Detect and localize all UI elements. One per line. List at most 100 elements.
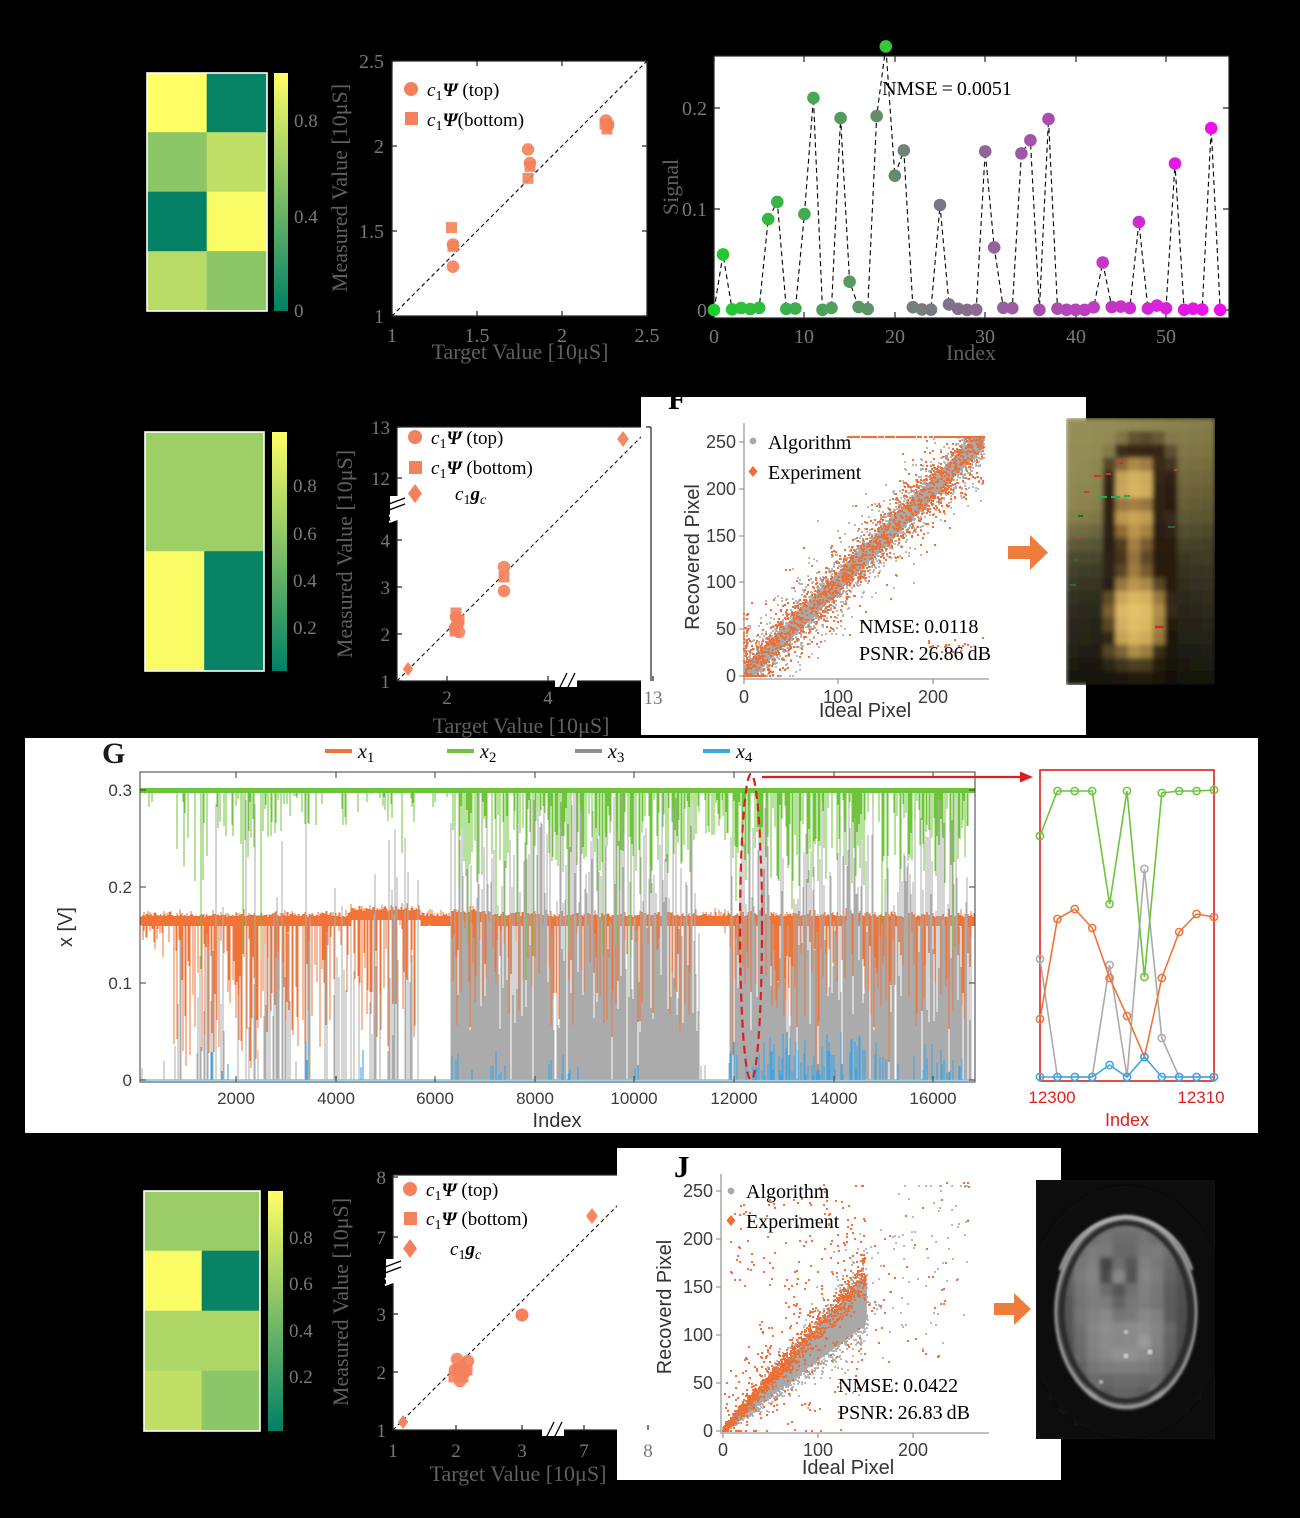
svg-text:c1Ψ (top): c1Ψ (top) <box>431 428 503 452</box>
svg-text:0: 0 <box>709 326 719 348</box>
svg-text:0: 0 <box>703 1421 713 1441</box>
svg-text:2: 2 <box>377 1363 387 1384</box>
svg-text:0: 0 <box>123 1071 132 1090</box>
svg-text:100: 100 <box>803 1440 833 1460</box>
svg-text:c1Ψ (top): c1Ψ (top) <box>426 1180 498 1204</box>
svg-text:0.2: 0.2 <box>682 98 707 120</box>
svg-text:Algorithm: Algorithm <box>768 432 852 454</box>
svg-text:Recovered Pixel: Recovered Pixel <box>682 484 704 630</box>
svg-text:0.4: 0.4 <box>294 207 318 228</box>
svg-text:J: J <box>674 1149 690 1184</box>
svg-text:10000: 10000 <box>610 1089 657 1108</box>
svg-text:Algorithm: Algorithm <box>746 1181 830 1203</box>
svg-text:2.5: 2.5 <box>635 325 660 347</box>
svg-text:2: 2 <box>381 625 391 646</box>
svg-text:0.8: 0.8 <box>293 476 317 497</box>
svg-text:250: 250 <box>683 1181 713 1201</box>
svg-text:0.6: 0.6 <box>293 524 317 545</box>
svg-text:2: 2 <box>451 1441 461 1462</box>
svg-text:Signal: Signal <box>658 159 683 215</box>
svg-text:Measured Value [10μS]: Measured Value [10μS] <box>327 84 352 292</box>
svg-text:c1gc: c1gc <box>450 1239 482 1263</box>
svg-text:0: 0 <box>739 687 749 707</box>
svg-text:NMSE: 0.0118: NMSE: 0.0118 <box>859 616 978 638</box>
svg-text:0.8: 0.8 <box>294 111 318 132</box>
svg-text:12300: 12300 <box>1028 1088 1075 1107</box>
svg-text:NMSE = 0.0051: NMSE = 0.0051 <box>882 78 1012 100</box>
svg-text:1: 1 <box>381 672 391 693</box>
svg-text:Ideal Pixel: Ideal Pixel <box>802 1457 894 1479</box>
svg-text:30: 30 <box>975 326 995 348</box>
svg-text:100: 100 <box>706 572 736 592</box>
svg-text:0: 0 <box>697 300 707 322</box>
svg-text:Measured Value [10μS]: Measured Value [10μS] <box>332 450 357 658</box>
svg-text:0: 0 <box>726 666 736 686</box>
svg-text:x1: x1 <box>357 741 374 766</box>
svg-text:0.3: 0.3 <box>108 781 132 800</box>
svg-text:c1Ψ (bottom): c1Ψ (bottom) <box>426 1209 528 1233</box>
svg-text:100: 100 <box>823 687 853 707</box>
svg-text:12: 12 <box>371 469 390 490</box>
svg-text:0.2: 0.2 <box>289 1367 313 1388</box>
svg-text:12000: 12000 <box>710 1089 757 1108</box>
svg-text:13: 13 <box>371 418 390 439</box>
svg-text:1: 1 <box>388 1441 398 1462</box>
svg-text:1: 1 <box>377 1421 387 1442</box>
svg-text:100: 100 <box>683 1325 713 1345</box>
svg-text:4: 4 <box>543 688 553 709</box>
svg-text:0.2: 0.2 <box>108 878 132 897</box>
svg-text:4: 4 <box>381 531 391 552</box>
svg-text:0: 0 <box>294 301 304 322</box>
svg-text:c1Ψ (top): c1Ψ (top) <box>427 80 499 104</box>
svg-text:150: 150 <box>683 1277 713 1297</box>
svg-text:c1gc: c1gc <box>455 484 487 508</box>
svg-text:0.6: 0.6 <box>289 1274 313 1295</box>
svg-text:x3: x3 <box>607 741 624 766</box>
svg-text:200: 200 <box>683 1229 713 1249</box>
svg-text:8000: 8000 <box>516 1089 554 1108</box>
svg-text:0: 0 <box>718 1440 728 1460</box>
svg-text:40: 40 <box>1066 326 1086 348</box>
svg-text:0.1: 0.1 <box>682 199 707 221</box>
svg-text:Experiment: Experiment <box>768 462 862 484</box>
svg-text:1.5: 1.5 <box>359 221 384 243</box>
svg-text:0.4: 0.4 <box>293 571 317 592</box>
svg-text:c1Ψ(bottom): c1Ψ(bottom) <box>427 110 524 134</box>
svg-text:Index: Index <box>1105 1110 1149 1130</box>
svg-text:F: F <box>668 383 686 416</box>
svg-text:8: 8 <box>643 1441 653 1462</box>
svg-text:2: 2 <box>442 688 452 709</box>
svg-text:Experiment: Experiment <box>746 1211 840 1233</box>
svg-text:6000: 6000 <box>416 1089 454 1108</box>
svg-text:50: 50 <box>1156 326 1176 348</box>
svg-text:7: 7 <box>579 1441 589 1462</box>
svg-text:Index: Index <box>533 1110 582 1132</box>
svg-text:3: 3 <box>517 1441 527 1462</box>
svg-text:0.8: 0.8 <box>289 1228 313 1249</box>
svg-text:1.5: 1.5 <box>465 325 490 347</box>
svg-text:1: 1 <box>387 325 397 347</box>
svg-text:Measured Value [10μS]: Measured Value [10μS] <box>328 1198 353 1406</box>
svg-text:13: 13 <box>644 688 663 709</box>
svg-text:x4: x4 <box>735 741 753 766</box>
svg-text:50: 50 <box>716 619 736 639</box>
svg-text:x2: x2 <box>479 741 496 766</box>
svg-text:0.2: 0.2 <box>293 618 317 639</box>
svg-text:Ideal Pixel: Ideal Pixel <box>819 700 911 722</box>
svg-text:14000: 14000 <box>810 1089 857 1108</box>
svg-text:12310: 12310 <box>1177 1088 1224 1107</box>
svg-text:200: 200 <box>918 687 948 707</box>
svg-text:3: 3 <box>381 578 391 599</box>
svg-text:PSNR: 26.83 dB: PSNR: 26.83 dB <box>838 1402 970 1424</box>
svg-text:50: 50 <box>693 1373 713 1393</box>
svg-text:Index: Index <box>946 340 996 365</box>
svg-text:Target Value [10μS]: Target Value [10μS] <box>432 339 609 364</box>
svg-text:NMSE: 0.0422: NMSE: 0.0422 <box>838 1375 958 1397</box>
svg-text:2000: 2000 <box>217 1089 255 1108</box>
svg-text:16000: 16000 <box>909 1089 956 1108</box>
svg-text:G: G <box>102 737 125 770</box>
svg-text:PSNR: 26.86 dB: PSNR: 26.86 dB <box>859 643 991 665</box>
svg-text:4000: 4000 <box>317 1089 355 1108</box>
svg-text:x [V]: x [V] <box>55 907 77 947</box>
svg-text:0.4: 0.4 <box>289 1321 313 1342</box>
